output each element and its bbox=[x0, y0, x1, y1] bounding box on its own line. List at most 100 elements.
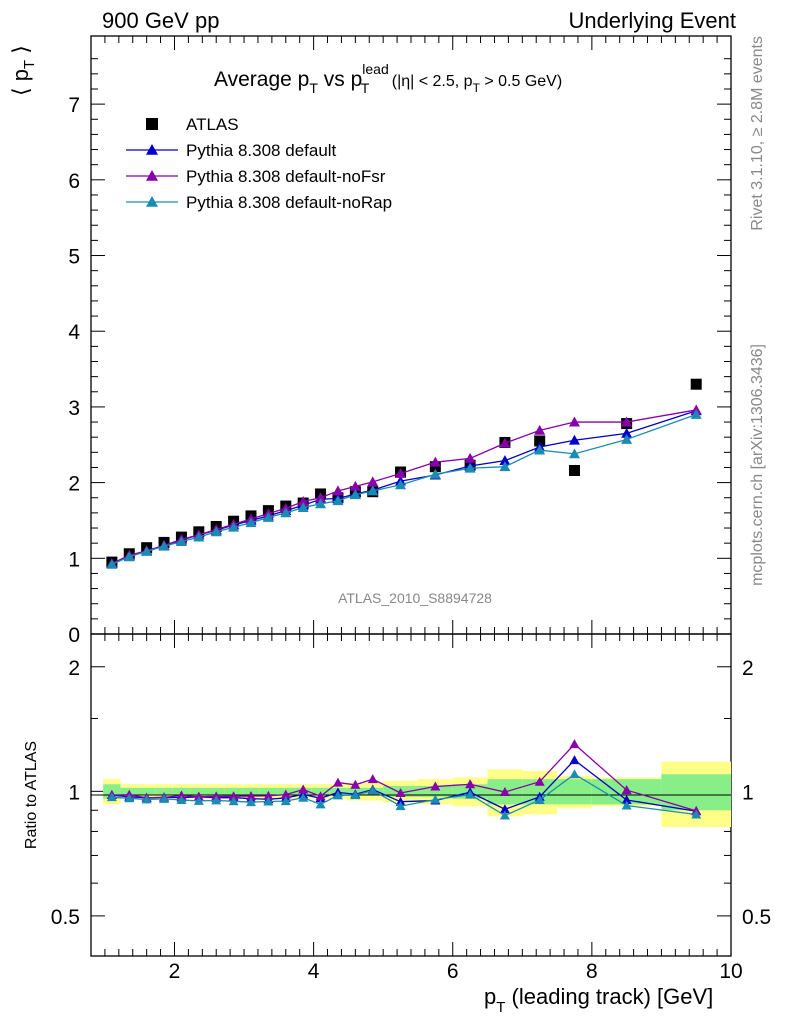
ratio-point-2 bbox=[315, 799, 326, 809]
series-point-2 bbox=[499, 437, 511, 448]
ratio-point-2 bbox=[124, 793, 135, 803]
ratio-plot-series bbox=[106, 739, 702, 820]
series-point-3 bbox=[106, 558, 118, 569]
ratio-y-tick-label: 0.5 bbox=[742, 906, 771, 929]
main-plot-axes: 0 1 2 3 4 5 6 7 bbox=[68, 36, 732, 647]
ratio-point-0 bbox=[499, 804, 510, 814]
series-point-3 bbox=[158, 540, 170, 551]
legend-label: Pythia 8.308 default-noRap bbox=[186, 193, 392, 212]
series-point-3 bbox=[690, 408, 702, 419]
series-point-2 bbox=[395, 468, 407, 478]
series-point-3 bbox=[193, 531, 205, 542]
x-tick-label: 2 bbox=[169, 960, 181, 983]
ratio-stat-uncertainty-band bbox=[207, 787, 225, 795]
ratio-point-1 bbox=[280, 789, 291, 799]
series-point-3 bbox=[534, 444, 546, 455]
ratio-y-tick-label: 1 bbox=[68, 781, 80, 804]
y-tick-label: 4 bbox=[68, 321, 80, 344]
x-tick-label: 8 bbox=[586, 960, 598, 983]
ratio-point-2 bbox=[246, 797, 256, 807]
ratio-point-2 bbox=[176, 794, 187, 804]
series-point-1 bbox=[499, 455, 511, 466]
ratio-point-2 bbox=[193, 795, 204, 805]
series-point-3 bbox=[464, 462, 476, 473]
series-point-2 bbox=[332, 485, 344, 496]
series-point-3 bbox=[123, 551, 135, 562]
ratio-point-1 bbox=[332, 777, 343, 787]
series-point-3 bbox=[568, 448, 580, 459]
ratio-point-2 bbox=[534, 794, 545, 804]
ratio-point-2 bbox=[263, 796, 274, 806]
y-tick-label: 7 bbox=[68, 94, 80, 117]
series-point-3 bbox=[245, 517, 257, 528]
series-point-3 bbox=[315, 498, 327, 509]
mcplots-reference-label: mcplots.cern.ch [arXiv:1306.3436] bbox=[749, 344, 766, 586]
atlas-data-point bbox=[429, 461, 441, 473]
ratio-point-2 bbox=[395, 801, 406, 811]
ratio-point-2 bbox=[621, 800, 632, 810]
series-point-3 bbox=[262, 511, 274, 522]
x-tick-label: 10 bbox=[719, 960, 742, 983]
series-point-1 bbox=[621, 427, 633, 438]
series-point-2 bbox=[464, 452, 476, 463]
legend-marker-atlas bbox=[146, 118, 158, 130]
series-point-2 bbox=[297, 496, 309, 506]
series-point-3 bbox=[210, 526, 222, 537]
series-point-3 bbox=[332, 495, 344, 506]
main-plot-ylabel: ⟨ pT ⟩ bbox=[8, 45, 38, 96]
ratio-point-1 bbox=[263, 790, 274, 800]
ratio-point-2 bbox=[499, 810, 510, 820]
ratio-point-2 bbox=[332, 790, 343, 800]
series-point-2 bbox=[315, 492, 327, 503]
rivet-version-label: Rivet 3.1.10, ≥ 2.8M events bbox=[749, 36, 766, 231]
ratio-point-2 bbox=[298, 792, 309, 802]
x-tick-label: 6 bbox=[447, 960, 459, 983]
ratio-point-2 bbox=[350, 790, 361, 800]
ratio-point-2 bbox=[569, 769, 580, 779]
ratio-point-2 bbox=[465, 789, 476, 799]
header-collision-label: 900 GeV pp bbox=[102, 8, 219, 33]
legend-marker bbox=[146, 196, 158, 207]
ratio-point-1 bbox=[534, 776, 545, 786]
ratio-stat-uncertainty-band bbox=[661, 774, 731, 811]
series-point-3 bbox=[297, 502, 309, 512]
ratio-y-tick-label: 0.5 bbox=[51, 906, 80, 929]
y-tick-label: 1 bbox=[68, 548, 80, 571]
series-point-3 bbox=[280, 507, 292, 518]
ratio-point-2 bbox=[691, 809, 702, 819]
legend-marker bbox=[146, 144, 158, 155]
ratio-point-2 bbox=[211, 795, 222, 805]
ratio-point-1 bbox=[315, 791, 326, 801]
y-tick-label: 3 bbox=[68, 397, 80, 420]
header-process-label: Underlying Event bbox=[568, 8, 736, 33]
x-tick-label: 4 bbox=[308, 960, 320, 983]
ratio-point-1 bbox=[430, 781, 441, 791]
atlas-data-point bbox=[690, 378, 702, 390]
ratio-point-1 bbox=[246, 791, 256, 801]
ratio-point-1 bbox=[298, 784, 309, 794]
series-point-2 bbox=[534, 424, 546, 435]
legend-label: Pythia 8.308 default bbox=[186, 141, 337, 160]
ratio-point-2 bbox=[430, 794, 441, 804]
ratio-point-1 bbox=[569, 739, 580, 749]
ratio-y-tick-label: 1 bbox=[742, 781, 754, 804]
y-tick-label: 5 bbox=[68, 246, 80, 269]
ratio-point-2 bbox=[106, 792, 117, 802]
ratio-point-2 bbox=[141, 794, 152, 804]
legend-label: ATLAS bbox=[186, 115, 239, 134]
series-point-2 bbox=[349, 480, 361, 491]
ratio-point-0 bbox=[621, 794, 632, 804]
series-point-2 bbox=[367, 476, 379, 487]
series-point-3 bbox=[228, 521, 240, 532]
y-tick-label: 2 bbox=[68, 473, 80, 496]
x-axis-label: pT (leading track) [GeV] bbox=[484, 984, 713, 1016]
series-point-3 bbox=[395, 479, 407, 490]
ratio-plot-ylabel: Ratio to ATLAS bbox=[23, 741, 40, 849]
ratio-point-1 bbox=[350, 779, 361, 789]
atlas-data-point bbox=[534, 435, 546, 447]
ratio-line-2 bbox=[111, 773, 697, 817]
series-point-1 bbox=[568, 434, 580, 445]
analysis-id-label: ATLAS_2010_S8894728 bbox=[338, 590, 492, 606]
ratio-y-tick-label: 2 bbox=[742, 657, 754, 680]
